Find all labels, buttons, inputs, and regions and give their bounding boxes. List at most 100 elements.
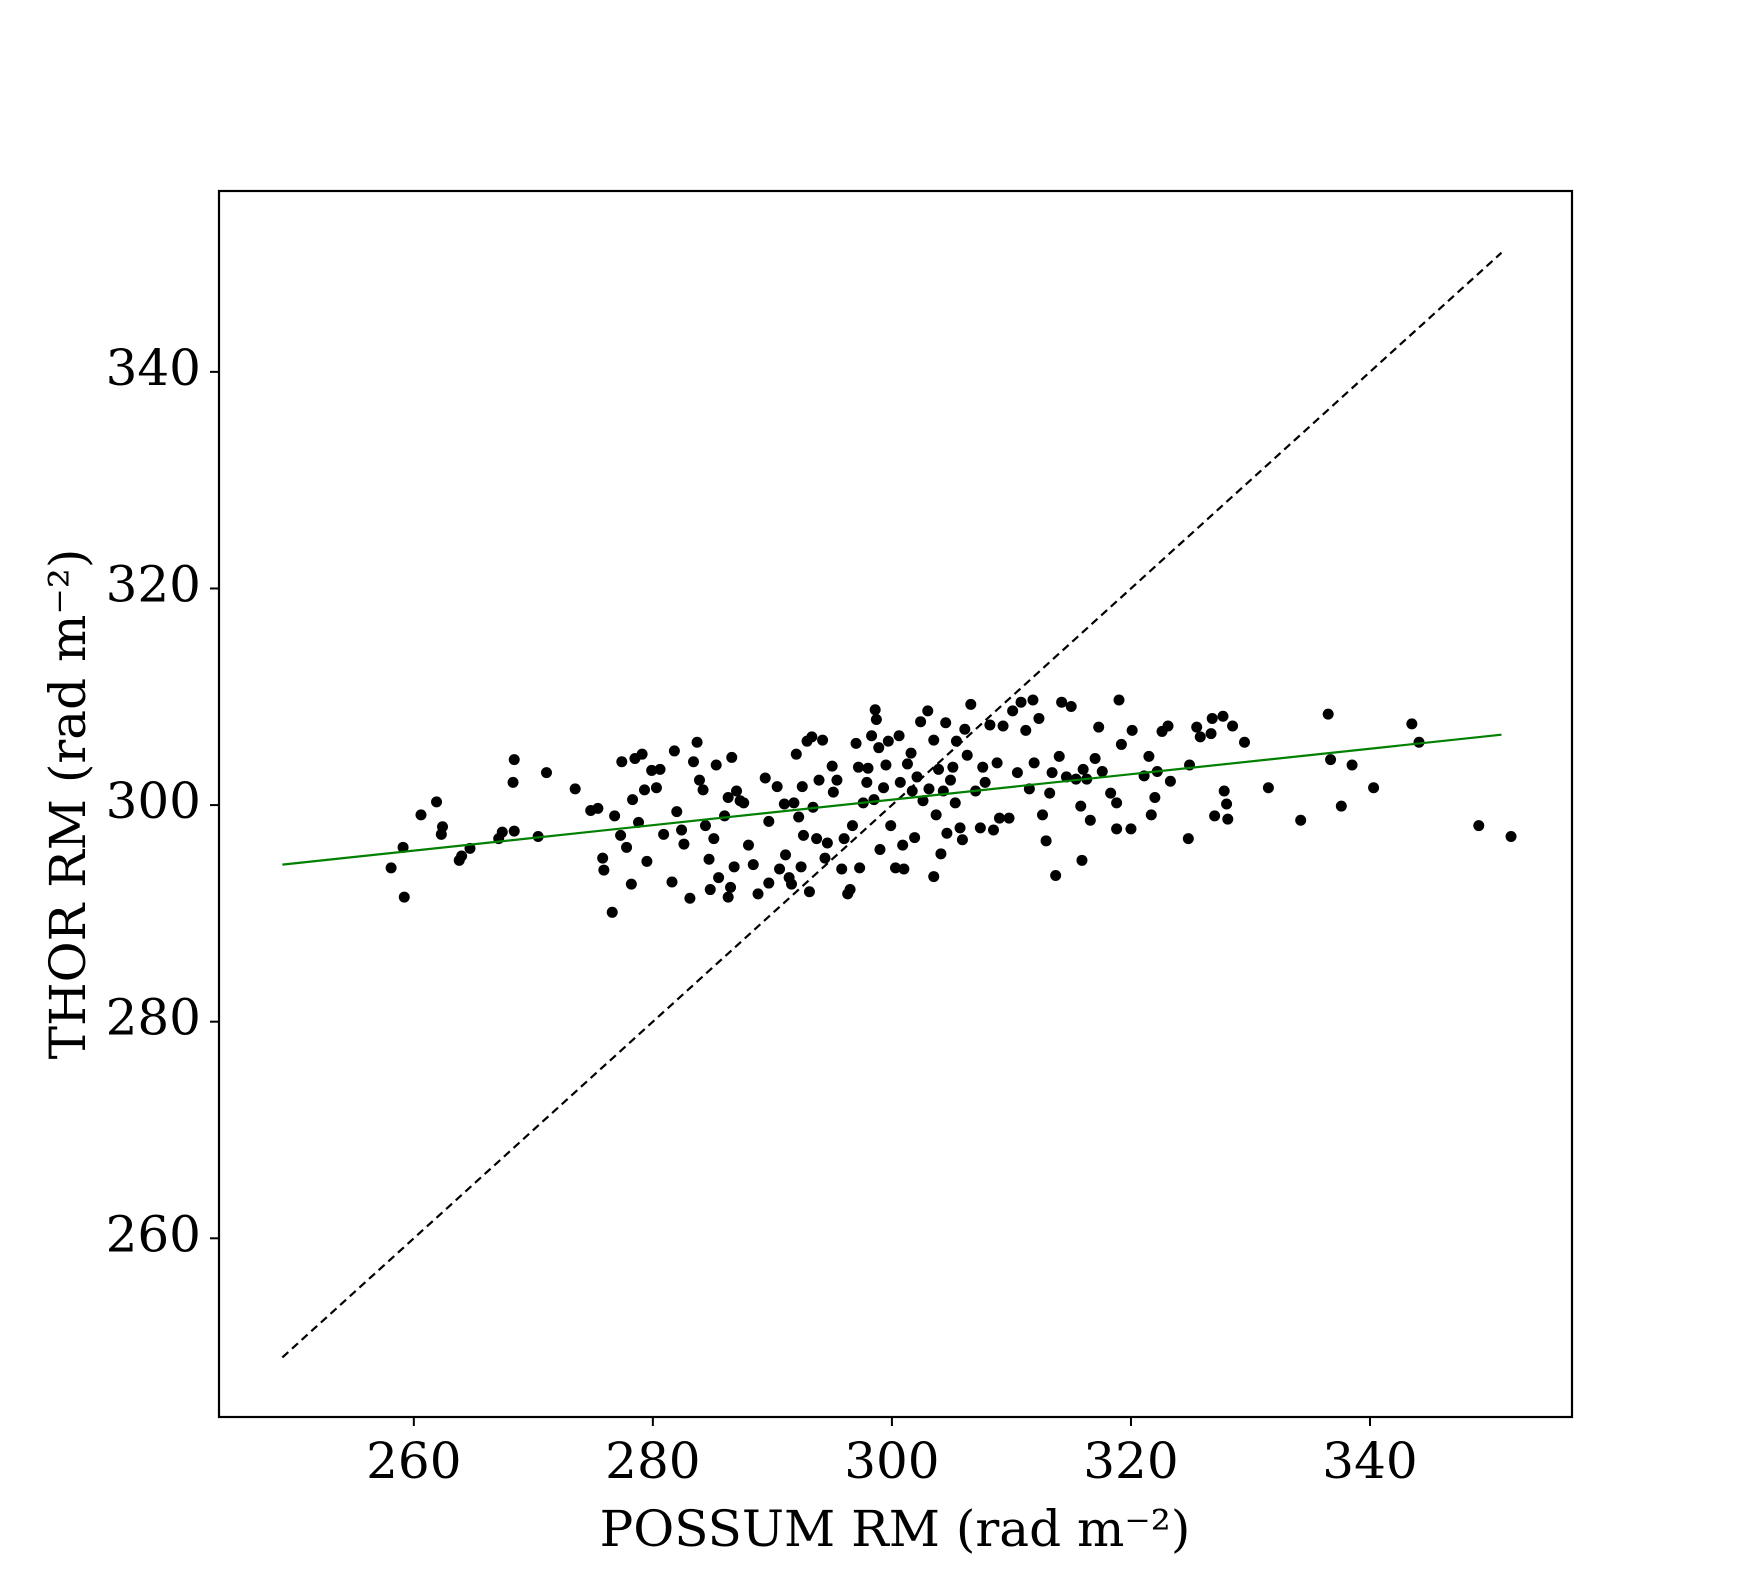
point: [1027, 694, 1039, 706]
point: [774, 863, 786, 875]
x-tick-label: 280: [605, 1432, 700, 1490]
x-axis-label: POSSUM RM (rad m⁻²): [600, 1500, 1191, 1558]
point: [597, 852, 609, 864]
point: [874, 843, 886, 855]
point: [852, 761, 864, 773]
point: [923, 783, 935, 795]
point: [609, 810, 621, 822]
point: [616, 756, 628, 768]
point: [790, 748, 802, 760]
point: [885, 820, 897, 832]
point: [1093, 721, 1105, 733]
point: [827, 786, 839, 798]
point: [961, 749, 973, 761]
point: [1113, 694, 1125, 706]
point: [846, 820, 858, 832]
point: [786, 878, 798, 890]
point: [725, 881, 737, 893]
line: [282, 733, 1502, 866]
point: [658, 828, 670, 840]
point: [1096, 766, 1108, 778]
point: [1015, 696, 1027, 708]
point: [819, 852, 831, 864]
point: [949, 797, 961, 809]
point: [415, 809, 427, 821]
point: [869, 704, 881, 716]
point: [1209, 810, 1221, 822]
point: [928, 871, 940, 883]
point: [780, 849, 792, 861]
point: [456, 850, 468, 862]
point: [697, 784, 709, 796]
point: [984, 719, 996, 731]
point: [993, 812, 1005, 824]
point: [633, 816, 645, 828]
point: [1050, 869, 1062, 881]
point: [850, 737, 862, 749]
point: [627, 794, 639, 806]
point: [956, 834, 968, 846]
x-tick-label: 340: [1322, 1432, 1417, 1490]
point: [901, 758, 913, 770]
point: [806, 731, 818, 743]
point: [861, 776, 873, 788]
point: [1406, 718, 1418, 730]
point: [997, 720, 1009, 732]
point: [965, 698, 977, 710]
point: [862, 762, 874, 774]
point: [771, 781, 783, 793]
point: [641, 855, 653, 867]
point: [882, 735, 894, 747]
point: [496, 826, 508, 838]
point: [1115, 738, 1127, 750]
point: [719, 810, 731, 822]
point: [1077, 763, 1089, 775]
point: [1164, 775, 1176, 787]
point: [1033, 712, 1045, 724]
point: [684, 892, 696, 904]
plot-frame: [217, 189, 1574, 1419]
point: [826, 760, 838, 772]
point: [1111, 797, 1123, 809]
point: [1322, 708, 1334, 720]
point: [752, 888, 764, 900]
point: [991, 757, 1003, 769]
point: [615, 829, 627, 841]
point: [890, 862, 901, 874]
point: [1205, 728, 1217, 740]
point: [693, 774, 705, 786]
x-tick-label: 260: [366, 1432, 461, 1490]
x-tick-label: 320: [1083, 1432, 1178, 1490]
point: [1007, 705, 1019, 717]
point: [508, 754, 520, 766]
point: [699, 820, 711, 832]
point: [1505, 830, 1517, 842]
point: [940, 717, 952, 729]
point: [678, 838, 690, 850]
y-tick-label: 340: [106, 339, 201, 397]
point: [1046, 767, 1058, 779]
point: [1084, 814, 1096, 826]
point: [933, 763, 945, 775]
point: [793, 811, 805, 823]
point: [1182, 833, 1194, 845]
point: [797, 829, 809, 841]
point: [911, 771, 923, 783]
point: [1044, 787, 1056, 799]
point: [930, 809, 942, 821]
point: [928, 734, 940, 746]
point: [1037, 809, 1049, 821]
point: [397, 841, 409, 853]
point: [1053, 750, 1065, 762]
point: [1149, 792, 1161, 804]
point: [944, 774, 956, 786]
point: [836, 863, 848, 875]
point: [821, 837, 833, 849]
point: [703, 853, 715, 865]
point: [1218, 785, 1230, 797]
point: [722, 792, 734, 804]
point: [974, 822, 986, 834]
point: [713, 872, 725, 884]
